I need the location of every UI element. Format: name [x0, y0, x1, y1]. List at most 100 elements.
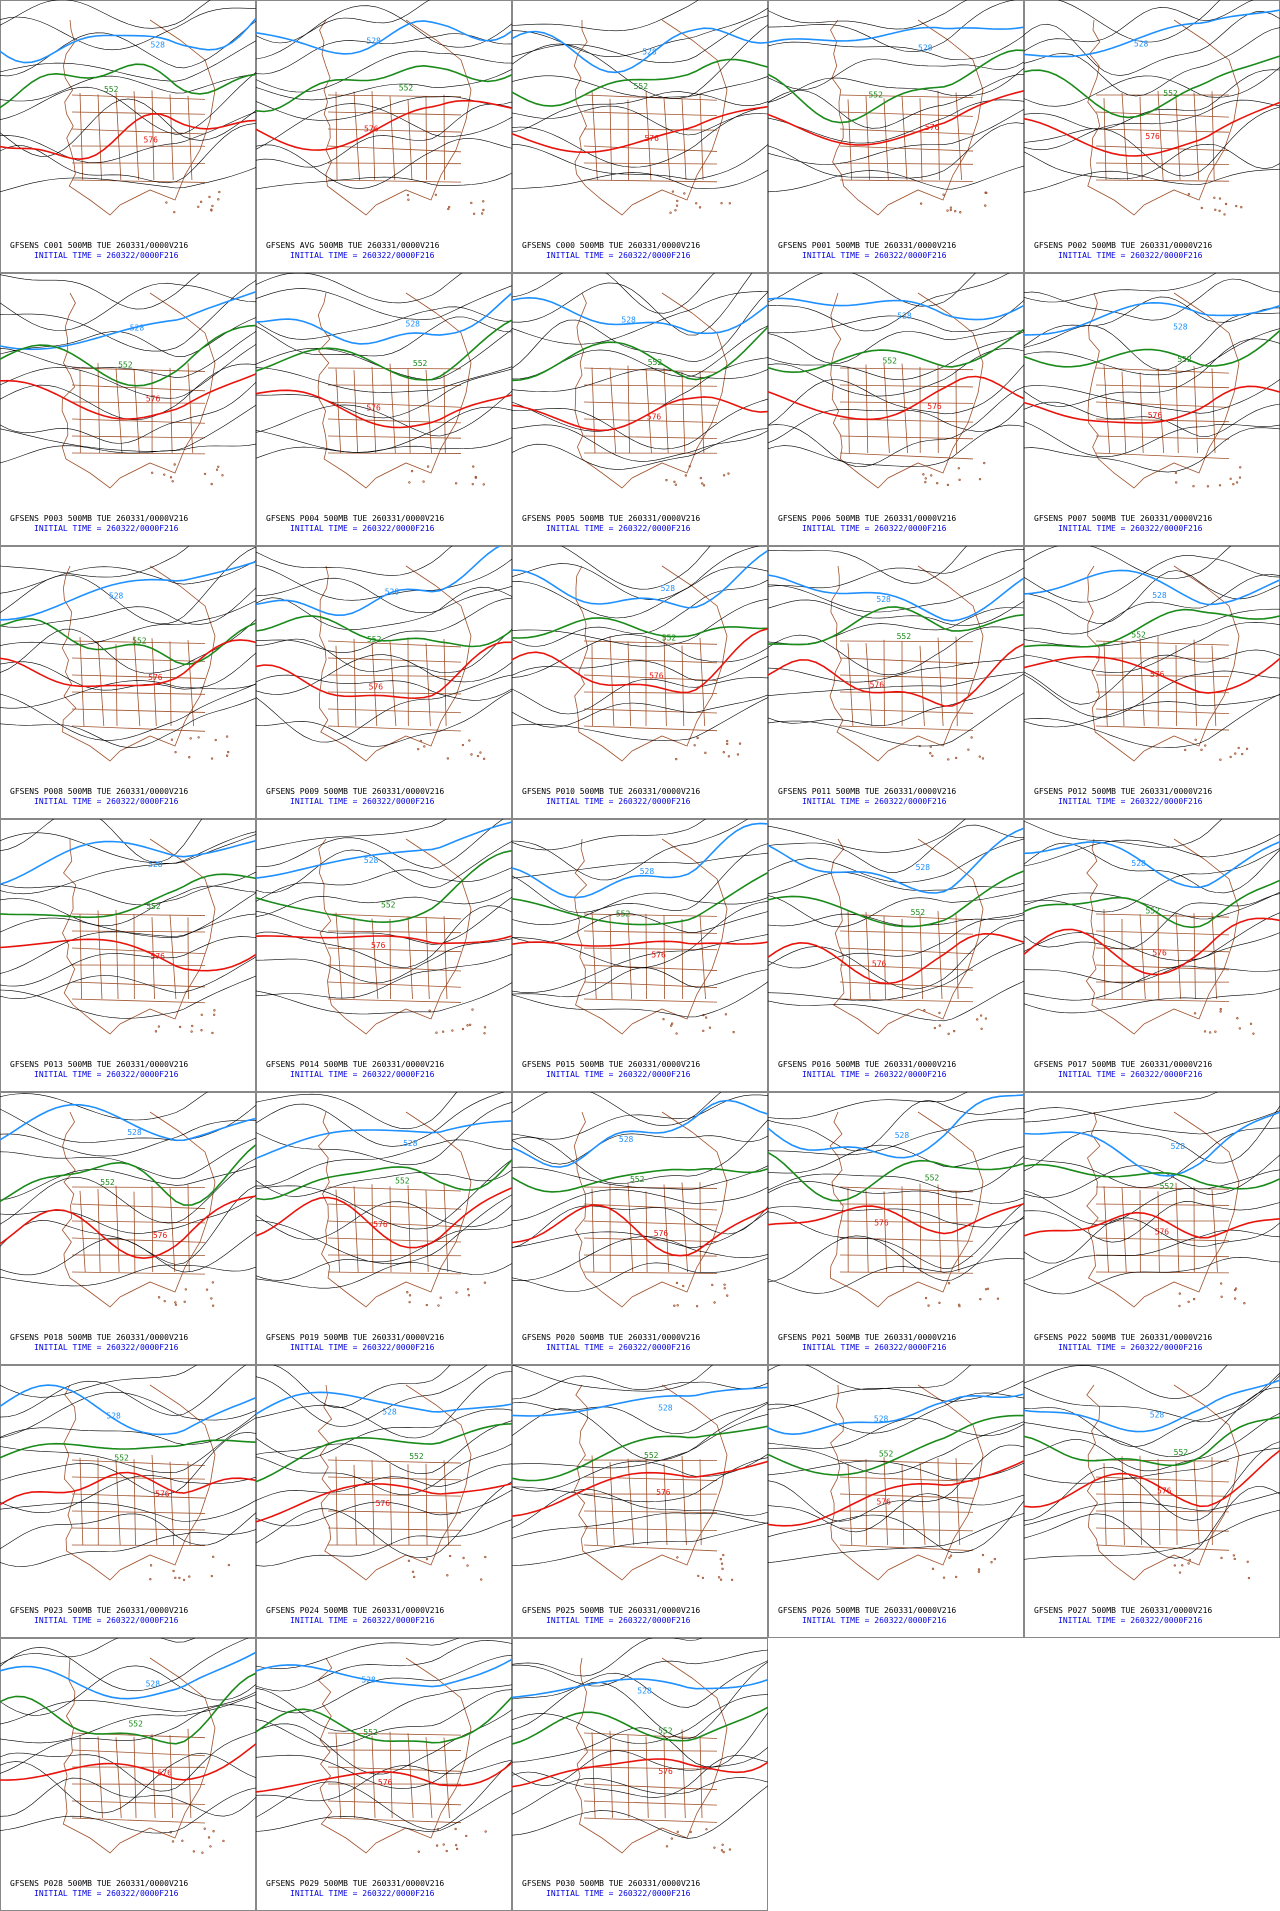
contour [512, 981, 768, 1018]
island [1249, 1022, 1253, 1026]
initial-time: INITIAL TIME = 260322/0000F216 [34, 524, 179, 533]
contour [0, 1231, 256, 1276]
map-panel: 528 552 576 GFSENS P020 500MB TUE 260331/00… [512, 1092, 768, 1365]
island [669, 1024, 673, 1027]
contour [768, 546, 967, 584]
border [1211, 1189, 1218, 1273]
key-contour [0, 1195, 256, 1260]
coastline [318, 565, 377, 762]
contour [768, 1092, 968, 1120]
map-panel: 528 552 576 GFSENS P015 500MB TUE 260331/00… [512, 819, 768, 1092]
coastline [1087, 565, 1145, 762]
border [443, 1183, 449, 1273]
contour [256, 1194, 512, 1265]
initial-time: INITIAL TIME = 260322/0000F216 [290, 1889, 435, 1898]
border [1095, 1510, 1230, 1513]
panel-border [0, 819, 256, 1092]
contour-label: 552 [363, 1728, 378, 1737]
key-contour [1024, 655, 1280, 694]
island [673, 1304, 676, 1307]
contour [1024, 893, 1280, 950]
key-contour [256, 1423, 512, 1483]
initial-time: INITIAL TIME = 260322/0000F216 [1058, 251, 1203, 260]
contour [0, 1638, 249, 1692]
island [676, 199, 679, 203]
contour [768, 99, 1024, 144]
border [353, 370, 359, 454]
contour [512, 424, 768, 462]
island [1187, 1562, 1190, 1565]
border [583, 1544, 718, 1552]
basemap [62, 838, 216, 1035]
border [71, 1749, 206, 1757]
panel-title: GFSENS P015 500MB TUE 260331/0000V216 [522, 1060, 700, 1069]
border [71, 401, 206, 404]
key-contour [768, 375, 1024, 421]
contour [256, 1443, 512, 1495]
island [1214, 208, 1217, 211]
border [839, 1510, 974, 1513]
island [215, 468, 219, 471]
contour-label: 576 [151, 952, 166, 961]
island [1233, 1297, 1237, 1300]
contour-label: 528 [895, 1131, 910, 1140]
island [924, 477, 927, 480]
border [839, 725, 974, 731]
panel-title: GFSENS P004 500MB TUE 260331/0000V216 [266, 514, 444, 523]
map-panel: 528 552 576 GFSENS P021 500MB TUE 260331/00… [768, 1092, 1024, 1365]
contour-label: 576 [378, 1778, 393, 1787]
contour [256, 1689, 512, 1748]
contour [1024, 1509, 1280, 1560]
contour [1024, 1201, 1280, 1243]
contour [512, 911, 768, 944]
border [1095, 1254, 1230, 1258]
island [407, 1559, 411, 1563]
border [327, 640, 462, 648]
border [327, 1732, 462, 1736]
border [955, 913, 959, 1000]
border [71, 674, 206, 679]
island [197, 736, 200, 739]
initial-time: INITIAL TIME = 260322/0000F216 [1058, 797, 1203, 806]
coastline [574, 1657, 633, 1854]
border [583, 1783, 718, 1791]
border [937, 90, 940, 181]
border [327, 1800, 462, 1806]
border [583, 111, 718, 117]
island [1229, 477, 1232, 480]
contour [1024, 833, 1280, 867]
border [1175, 97, 1181, 181]
border [839, 367, 974, 371]
panel-border [256, 546, 512, 819]
initial-time: INITIAL TIME = 260322/0000F216 [802, 1343, 947, 1352]
panel-title: GFSENS P027 500MB TUE 260331/0000V216 [1034, 1606, 1212, 1615]
island [981, 1553, 985, 1557]
contour-label: 528 [106, 1411, 121, 1420]
border [1095, 1527, 1230, 1532]
island [1178, 1292, 1181, 1295]
panel-title: GFSENS P020 500MB TUE 260331/0000V216 [522, 1333, 700, 1342]
border [1095, 162, 1230, 165]
island [1220, 1295, 1223, 1298]
contour [256, 954, 512, 999]
island [210, 209, 213, 212]
island [214, 738, 217, 742]
contour [256, 103, 512, 150]
border [583, 1800, 718, 1806]
panel-title: GFSENS P011 500MB TUE 260331/0000V216 [778, 787, 956, 796]
island [439, 1296, 442, 1299]
border [335, 91, 338, 181]
island [408, 481, 411, 484]
contour [1057, 0, 1221, 43]
border [1095, 452, 1230, 460]
border [425, 916, 430, 1000]
border [79, 636, 85, 727]
coastline [317, 292, 377, 489]
contour [0, 1120, 256, 1157]
contour [1024, 1107, 1280, 1135]
island [1173, 1564, 1177, 1567]
contour [256, 1139, 512, 1187]
coastline [62, 1657, 121, 1854]
island [426, 465, 430, 468]
contour-label: 528 [385, 588, 400, 597]
